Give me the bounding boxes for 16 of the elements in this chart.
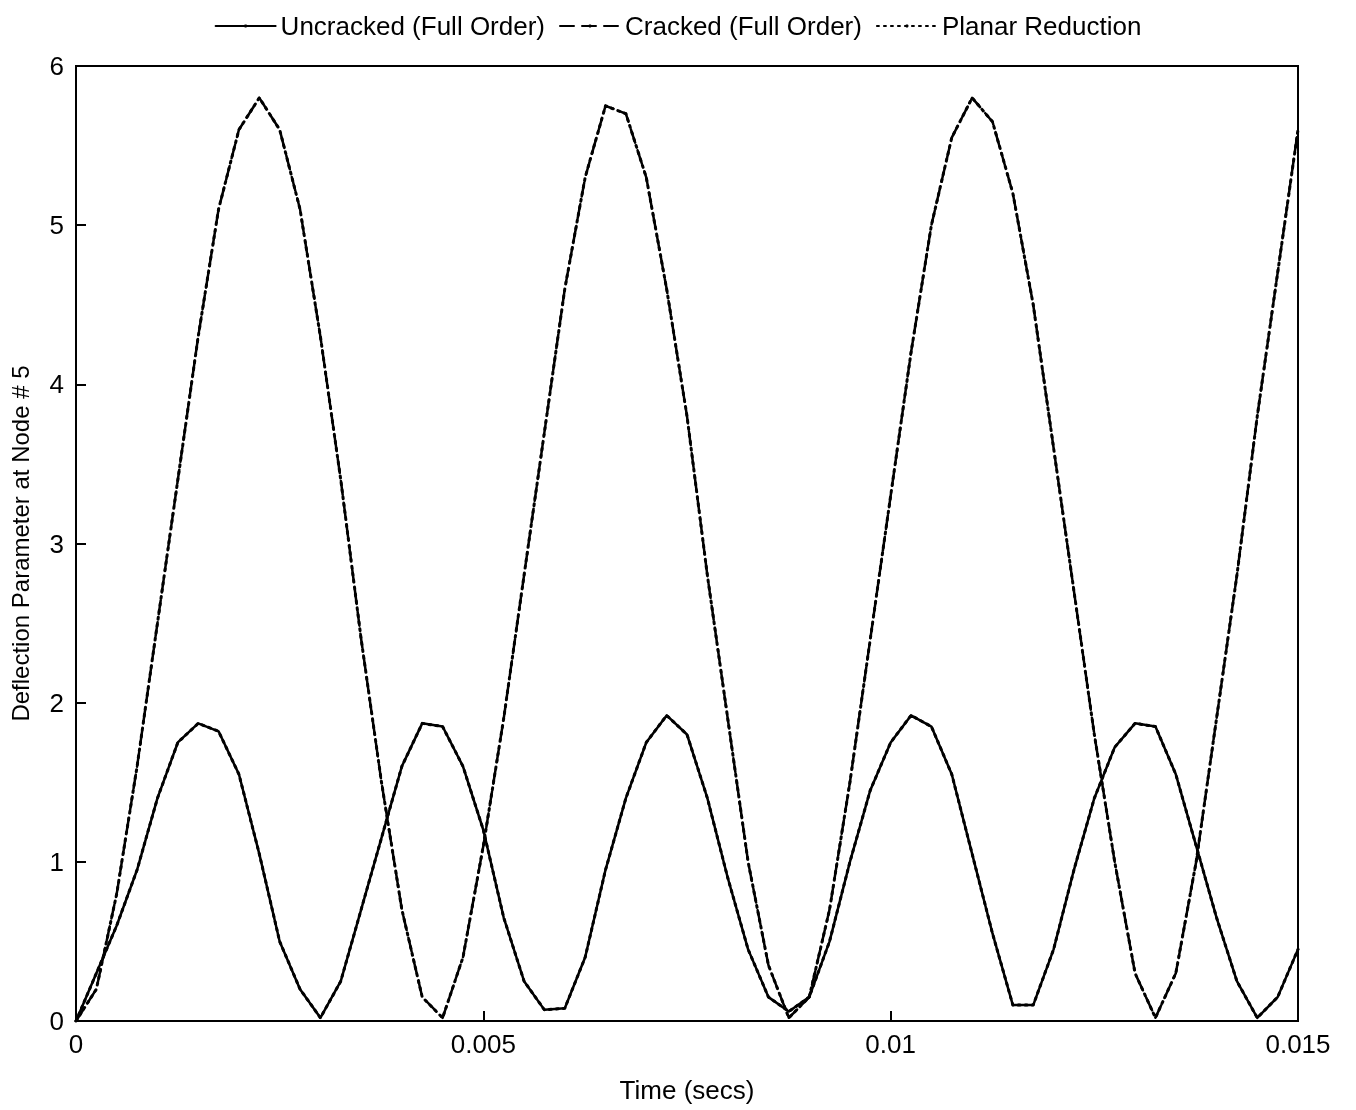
x-tick-label: 0.01 <box>865 1029 916 1059</box>
y-tick-label: 3 <box>49 528 64 559</box>
legend-label: Cracked (Full Order) <box>625 11 862 41</box>
y-tick-label: 5 <box>49 210 64 241</box>
x-tick-label: 0 <box>68 1029 84 1059</box>
x-tick-label: 0.005 <box>450 1029 516 1059</box>
y-tick-label: 0 <box>49 1006 64 1036</box>
y-tick-label: 4 <box>49 369 64 400</box>
y-tick-label: 2 <box>49 687 64 718</box>
legend-label: Uncracked (Full Order) <box>280 11 546 41</box>
y-tick-label: 6 <box>49 51 64 81</box>
x-axis-title: Time (secs) <box>619 1075 755 1105</box>
y-tick-label: 1 <box>49 846 64 877</box>
legend-label: Planar Reduction <box>941 11 1142 41</box>
y-axis-title: Deflection Parameter at Node # 5 <box>6 365 34 722</box>
x-tick-label: 0.015 <box>1265 1029 1331 1059</box>
